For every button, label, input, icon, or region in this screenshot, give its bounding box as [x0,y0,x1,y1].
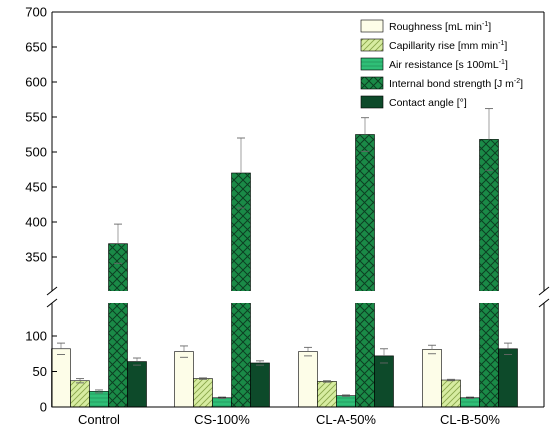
y-tick-label: 50 [33,364,47,379]
bar-cl-a-50--series-0 [298,351,318,408]
bar-cl-a-50--series-1 [317,381,337,408]
legend-swatch [360,57,384,71]
bar-control-series-3 [108,243,128,408]
y-tick-label: 0 [40,400,47,415]
bar-cl-a-50--series-2 [336,395,356,408]
bar-cl-a-50--series-4 [374,355,394,408]
bar-control-series-1 [70,380,90,408]
legend-label: Contact angle [°] [389,97,467,109]
legend-swatch [360,19,384,33]
axis-break-mark [538,286,550,296]
y-tick-label: 600 [25,75,47,90]
y-tick-label: 500 [25,145,47,160]
bar-cs-100--series-0 [174,351,194,408]
bar-control-series-2 [89,391,109,408]
y-tick-label: 100 [25,329,47,344]
legend-label: Roughness [mL min-1] [389,21,491,33]
bar-cl-b-50--series-0 [422,349,442,408]
y-tick-label: 450 [25,180,47,195]
legend-swatch [360,38,384,52]
bar-cs-100--series-2 [212,397,232,408]
axis-break-mark [46,298,58,308]
legend-label: Air resistance [s 100mL-1] [389,59,508,71]
bar-cs-100--series-1 [193,378,213,408]
x-tick-label: CL-B-50% [440,412,500,427]
bar-control-series-4 [127,361,147,408]
legend-label: Internal bond strength [J m-2] [389,78,523,90]
y-tick-label: 700 [25,5,47,20]
axis-break-mark [538,298,550,308]
x-tick-label: CS-100% [194,412,250,427]
x-tick-label: CL-A-50% [316,412,376,427]
y-tick-label: 650 [25,40,47,55]
legend: Roughness [mL min-1] Capillarity rise [mm… [360,19,523,109]
bar-cl-b-50--series-3 [479,139,499,408]
legend-swatch [360,76,384,90]
y-tick-label: 550 [25,110,47,125]
legend-label: Capillarity rise [mm min-1] [389,40,507,52]
axis-break-mark [46,286,58,296]
bar-cs-100--series-4 [250,362,270,408]
bar-cl-b-50--series-1 [441,379,461,408]
bar-control-series-0 [51,348,71,408]
legend-swatch [360,95,384,109]
axis-break-gap [53,291,543,303]
bar-cl-b-50--series-4 [498,348,518,408]
y-tick-label: 400 [25,215,47,230]
x-tick-label: Control [78,412,120,427]
bar-cl-b-50--series-2 [460,397,480,408]
bar-cl-a-50--series-3 [355,134,375,408]
axes-layer: 0 50 100 350 400 450 500 550 600 650 700 Control CS-… [25,5,550,427]
bars-layer [51,108,518,408]
y-tick-label: 350 [25,250,47,265]
